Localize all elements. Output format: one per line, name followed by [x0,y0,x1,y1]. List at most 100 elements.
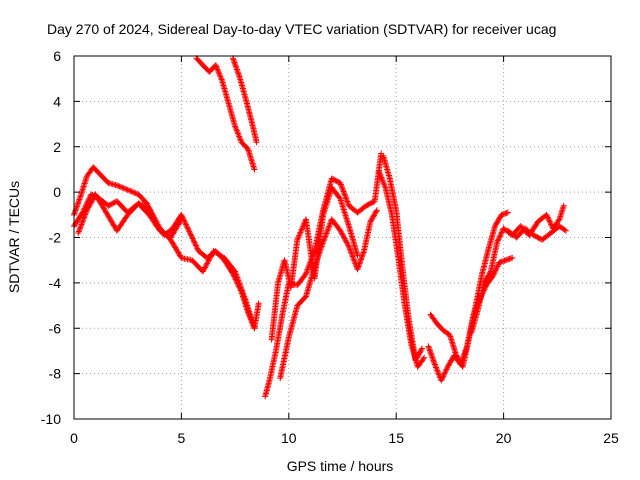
data-point [350,256,357,263]
data-point [323,229,330,236]
data-point [304,266,311,273]
data-point [443,366,450,373]
data-point [317,246,324,253]
data-point [322,231,329,238]
data-point [337,180,344,187]
y-tick-label: 2 [53,139,61,155]
data-point [344,198,351,205]
data-point [146,205,153,212]
data-point [378,175,385,182]
data-point [373,207,380,214]
data-point [81,214,88,221]
data-point [323,230,330,237]
data-point [298,226,305,233]
data-point [378,174,385,181]
data-point [147,207,154,214]
data-point [204,259,211,266]
data-point [119,184,126,191]
data-point [234,274,241,281]
data-point [295,233,302,240]
data-point [447,358,454,365]
data-point [489,273,496,280]
data-point [126,187,133,194]
data-point [183,222,190,229]
data-point [130,189,137,196]
data-point [368,217,375,224]
series-track-h [277,207,380,382]
data-point [434,368,441,375]
series-track-e [229,55,260,146]
y-tick-label: -4 [49,275,62,291]
data-point [306,262,313,269]
data-point [207,253,214,260]
data-point [338,229,345,236]
y-axis-label: SDTVAR / TECUs [6,181,22,293]
data-point [338,230,345,237]
data-point [325,226,332,233]
data-point [79,218,86,225]
data-point [325,224,332,231]
data-point [546,217,553,224]
data-point [177,217,184,224]
data-point [299,225,306,232]
data-point [113,182,120,189]
data-point [370,213,377,220]
data-point [368,216,375,223]
data-point [339,185,346,192]
data-point [491,270,498,277]
data-point [235,131,242,138]
data-point [236,134,243,141]
data-point [322,233,329,240]
data-point [240,292,247,299]
data-point [481,279,488,286]
x-tick-label: 25 [603,430,619,446]
data-point [202,264,209,271]
data-point [124,186,131,193]
data-point [190,236,197,243]
data-point [338,184,345,191]
data-point [179,213,186,220]
data-point [435,370,442,377]
data-point [238,286,245,293]
data-point [337,227,344,234]
data-point [380,180,387,187]
data-point [82,210,89,217]
data-point [340,234,347,241]
data-point [235,130,242,137]
data-point [311,263,318,270]
y-tick-label: 4 [53,93,61,109]
data-point [188,234,195,241]
data-point [86,203,93,210]
data-point [241,295,248,302]
data-point [117,184,124,191]
data-point [242,296,249,303]
data-point [85,204,92,211]
data-point [496,233,503,240]
data-point [492,267,499,274]
data-point [339,231,346,238]
series-track-d [193,55,258,173]
data-point [237,283,244,290]
data-point [76,225,83,232]
data-point [433,364,440,371]
data-point [191,239,198,246]
data-point [78,221,85,228]
data-point [490,271,497,278]
data-point [123,186,130,193]
data-point [544,213,551,220]
data-point [453,352,460,359]
data-point [205,257,212,264]
data-point [239,287,246,294]
x-tick-label: 20 [496,430,512,446]
data-point [344,199,351,206]
data-point [348,249,355,256]
data-point [255,300,262,307]
data-point [555,217,562,224]
data-point [371,211,378,218]
data-point [233,271,240,278]
data-point [379,177,386,184]
y-tick-label: 6 [53,48,61,64]
data-point [486,271,493,278]
data-point [236,133,243,140]
data-point [199,268,206,275]
